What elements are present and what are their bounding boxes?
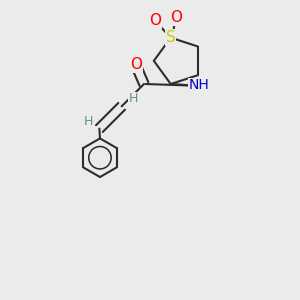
Text: O: O (149, 13, 161, 28)
Text: NH: NH (189, 79, 209, 92)
Text: O: O (130, 57, 142, 72)
Text: H: H (83, 115, 93, 128)
Text: H: H (128, 92, 138, 105)
Text: S: S (166, 30, 175, 45)
Text: O: O (170, 10, 182, 25)
